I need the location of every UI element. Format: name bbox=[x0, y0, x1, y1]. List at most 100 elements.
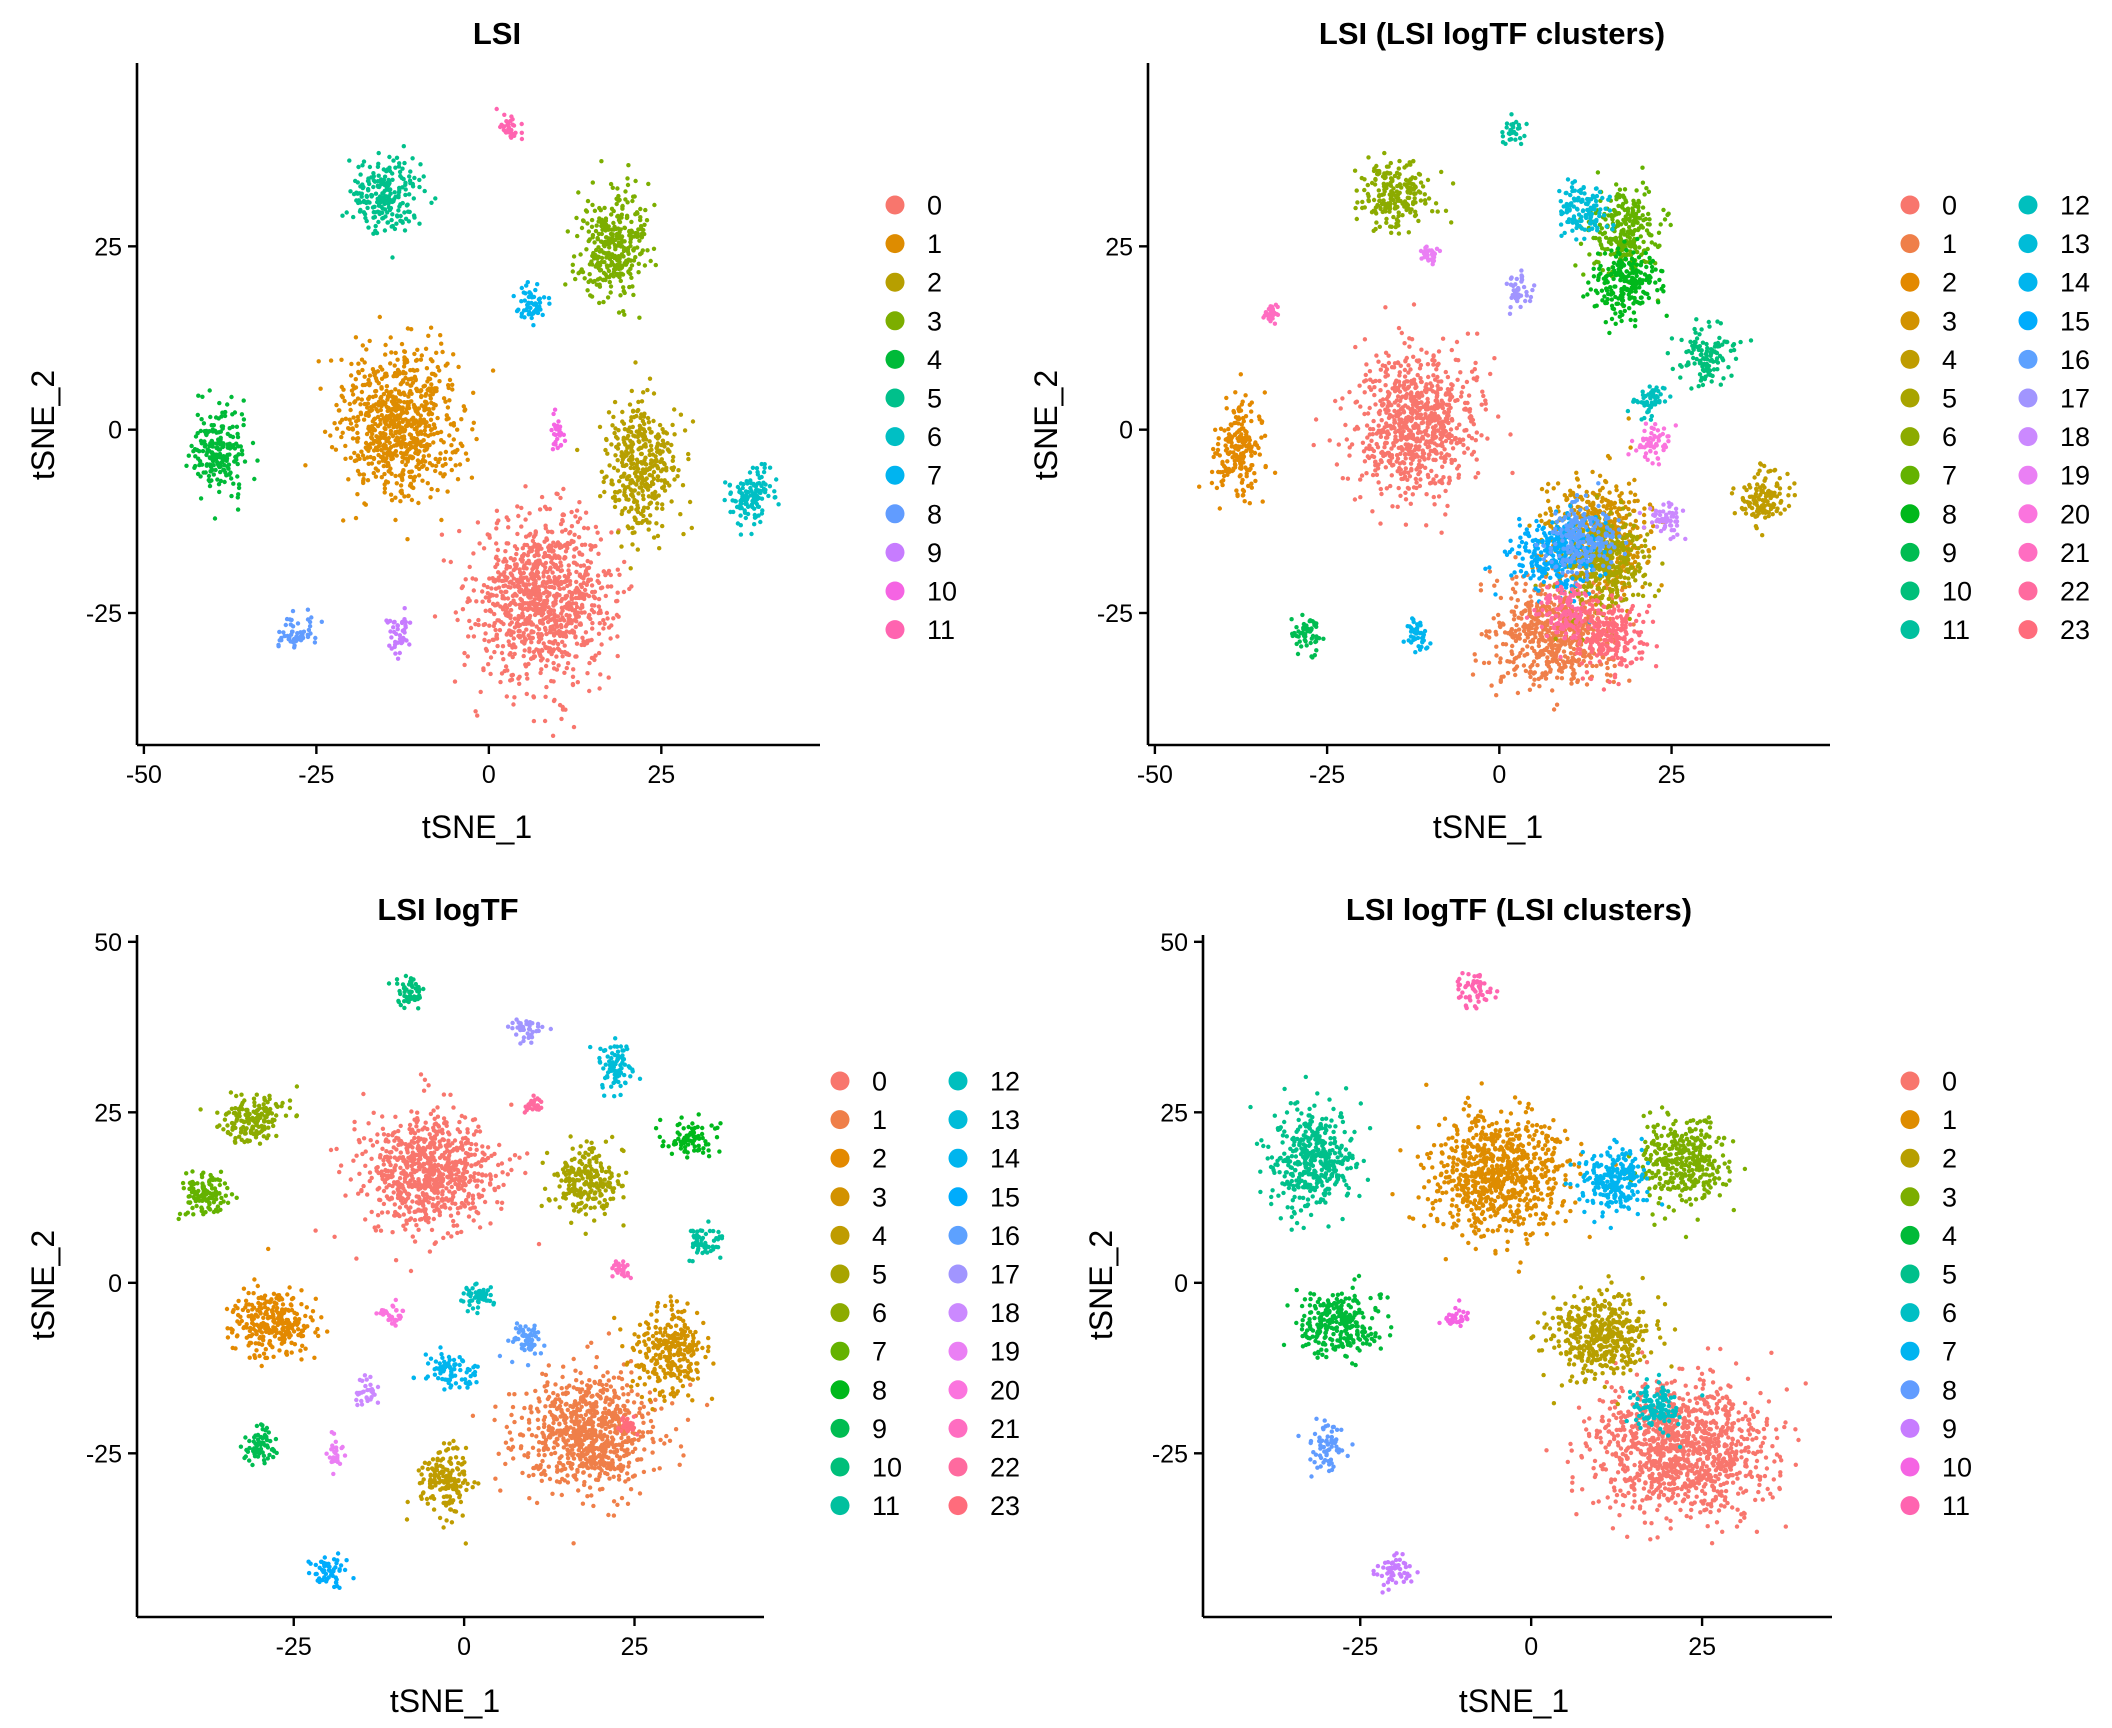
point bbox=[1445, 503, 1450, 509]
point bbox=[772, 489, 777, 494]
point bbox=[415, 458, 421, 463]
cluster-9-points bbox=[384, 606, 413, 661]
point bbox=[521, 630, 526, 636]
point bbox=[402, 441, 408, 447]
point bbox=[483, 595, 488, 600]
point bbox=[1235, 444, 1241, 449]
point bbox=[633, 517, 638, 523]
point bbox=[367, 381, 373, 386]
point bbox=[1406, 486, 1412, 491]
point bbox=[595, 256, 600, 261]
point bbox=[519, 285, 524, 291]
point bbox=[595, 573, 601, 578]
point bbox=[616, 266, 621, 272]
point bbox=[388, 466, 393, 471]
point bbox=[1582, 654, 1588, 659]
point bbox=[642, 433, 647, 438]
point bbox=[672, 477, 677, 482]
point bbox=[401, 144, 406, 149]
point bbox=[601, 569, 606, 574]
point bbox=[350, 426, 355, 431]
point bbox=[524, 627, 529, 632]
point bbox=[592, 240, 597, 245]
point bbox=[620, 409, 625, 415]
point bbox=[1409, 443, 1414, 448]
point bbox=[1418, 379, 1424, 385]
point bbox=[339, 393, 344, 398]
point bbox=[612, 263, 617, 268]
point bbox=[449, 467, 454, 473]
point bbox=[550, 649, 556, 654]
point bbox=[1483, 398, 1488, 403]
point bbox=[490, 601, 496, 607]
point bbox=[1354, 399, 1360, 404]
point bbox=[1411, 354, 1416, 359]
point bbox=[1417, 483, 1423, 489]
point bbox=[544, 684, 549, 690]
point bbox=[1396, 485, 1401, 491]
point bbox=[488, 655, 494, 660]
point bbox=[417, 449, 422, 454]
point bbox=[1546, 664, 1552, 669]
point bbox=[1220, 459, 1225, 465]
point bbox=[487, 607, 493, 613]
point bbox=[200, 448, 206, 454]
point bbox=[1225, 472, 1230, 477]
point bbox=[199, 417, 204, 422]
point bbox=[443, 399, 448, 404]
point bbox=[429, 486, 434, 492]
point bbox=[377, 314, 382, 320]
point bbox=[758, 519, 763, 525]
point bbox=[534, 565, 539, 570]
point bbox=[629, 461, 634, 466]
point bbox=[334, 402, 339, 408]
point bbox=[1380, 427, 1386, 433]
point bbox=[414, 386, 419, 392]
point bbox=[1403, 522, 1409, 527]
point bbox=[1473, 438, 1479, 443]
point bbox=[281, 630, 286, 635]
point bbox=[425, 379, 430, 384]
point bbox=[1505, 670, 1511, 676]
point bbox=[382, 228, 388, 233]
point bbox=[1569, 681, 1574, 686]
point bbox=[761, 469, 767, 475]
point bbox=[560, 517, 565, 523]
point bbox=[334, 426, 340, 431]
point bbox=[437, 368, 442, 373]
point bbox=[207, 388, 212, 393]
point bbox=[471, 588, 476, 593]
point bbox=[572, 608, 578, 613]
point bbox=[583, 630, 589, 635]
point bbox=[1373, 378, 1378, 384]
point bbox=[562, 670, 567, 675]
point bbox=[641, 496, 646, 502]
point bbox=[519, 121, 524, 127]
point bbox=[682, 428, 688, 433]
point bbox=[628, 481, 633, 486]
point bbox=[585, 526, 591, 531]
point bbox=[1272, 470, 1278, 475]
point bbox=[444, 413, 449, 418]
point bbox=[1233, 390, 1238, 395]
point bbox=[255, 458, 260, 463]
point bbox=[1448, 427, 1454, 432]
point bbox=[621, 254, 626, 259]
point bbox=[407, 442, 413, 447]
point bbox=[390, 177, 395, 182]
point bbox=[539, 610, 545, 615]
point bbox=[1513, 555, 1518, 560]
point bbox=[303, 463, 308, 468]
point bbox=[402, 456, 407, 461]
point bbox=[607, 256, 613, 262]
point bbox=[1473, 360, 1478, 366]
point bbox=[1340, 476, 1346, 481]
legend-label: 10 bbox=[927, 577, 957, 607]
point bbox=[1450, 446, 1456, 451]
point bbox=[617, 479, 622, 484]
point bbox=[495, 643, 500, 649]
point bbox=[387, 188, 392, 193]
point bbox=[402, 617, 407, 622]
point bbox=[1411, 402, 1417, 407]
point bbox=[541, 601, 546, 606]
